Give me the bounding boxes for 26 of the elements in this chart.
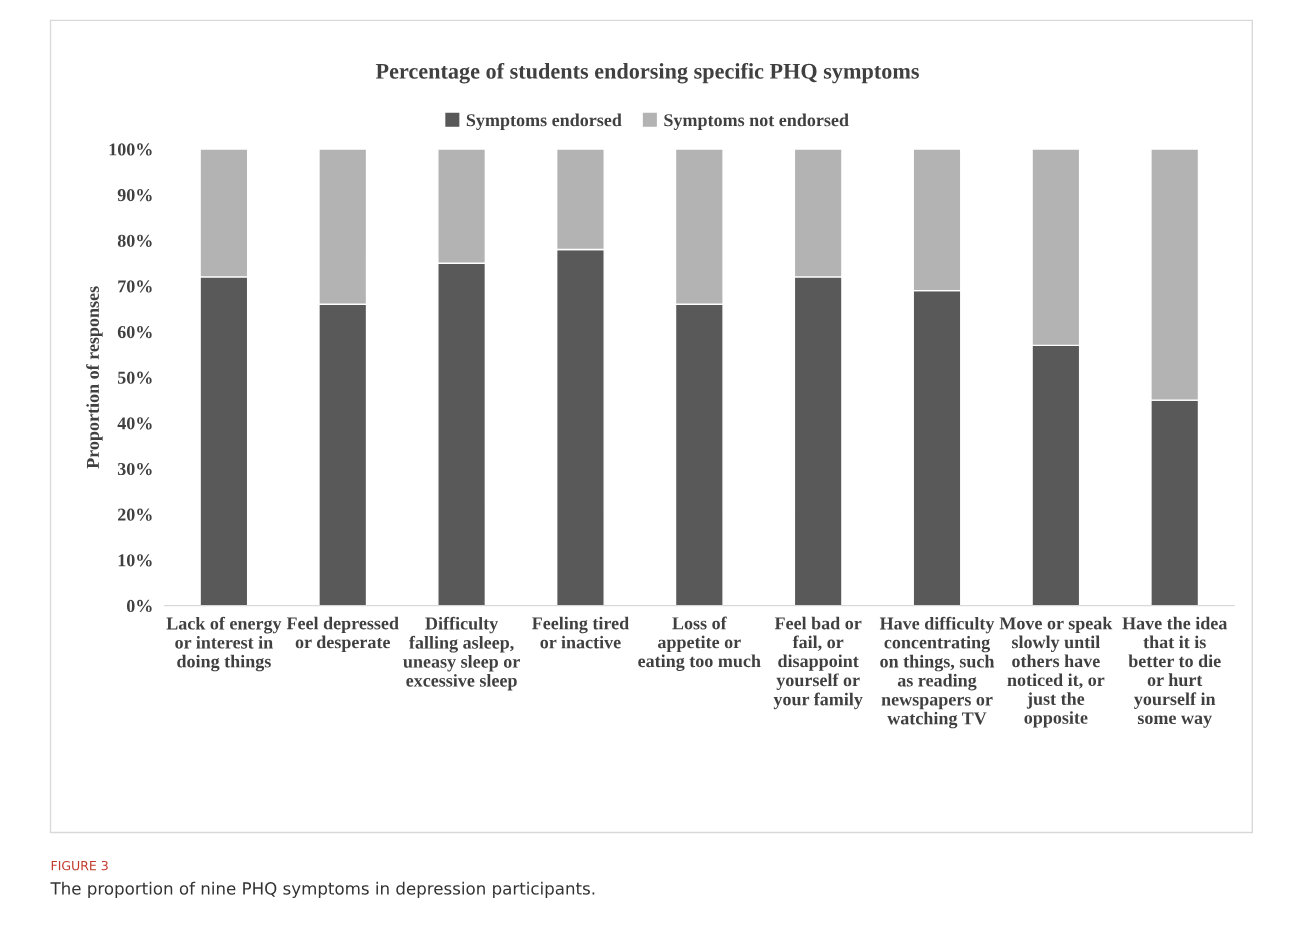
y-tick-label: 80% <box>117 234 152 247</box>
y-tick-label: 60% <box>117 325 152 339</box>
y-tick-label: 0% <box>126 599 152 613</box>
x-tick-label: Feeling tired or inactive <box>532 616 629 649</box>
y-tick-label: 40% <box>117 417 152 430</box>
caption: FIGURE 3 <box>51 860 108 871</box>
legend-label: Symptoms endorsed <box>466 113 622 131</box>
y-tick-label: 10% <box>118 554 152 567</box>
y-tick-label: 30% <box>117 462 152 476</box>
x-tick-label: Have difficulty concentrating on things, such as reading newspapers or watching TV <box>879 616 995 729</box>
y-tick-label: 100% <box>109 143 152 156</box>
x-tick-label: Move or speak slowly until others have noticed it, or just the opposite <box>999 616 1113 728</box>
x-tick-label: Have the idea that it is better to die or hurt yourself in some way <box>1122 616 1228 728</box>
y-tick-label: 70% <box>118 280 152 293</box>
x-tick-label: Difficulty falling asleep, uneasy sleep or excessive sleep <box>403 616 520 691</box>
legend-label: Symptoms not endorsed <box>664 113 849 131</box>
text: The proportion of nine PHQ symptoms in depression participants. <box>50 881 595 898</box>
x-tick-label: Lack of energy or interest in doing things <box>166 616 282 672</box>
chart-title: Percentage of students endorsing specific PHQ symptoms <box>375 62 919 84</box>
x-tick-label: Loss of appetite or eating too much <box>638 616 761 671</box>
y-tick-label: 50% <box>117 371 152 384</box>
x-tick-label: Feel bad or fail, or disappoint yourself or your family <box>773 616 863 710</box>
x-tick-label: Feel depressed or desperate <box>286 616 399 652</box>
y-tick-label: 20% <box>118 508 152 521</box>
y-tick-label: 90% <box>117 189 152 202</box>
y-axis-title: Proportion of responses <box>86 286 103 469</box>
